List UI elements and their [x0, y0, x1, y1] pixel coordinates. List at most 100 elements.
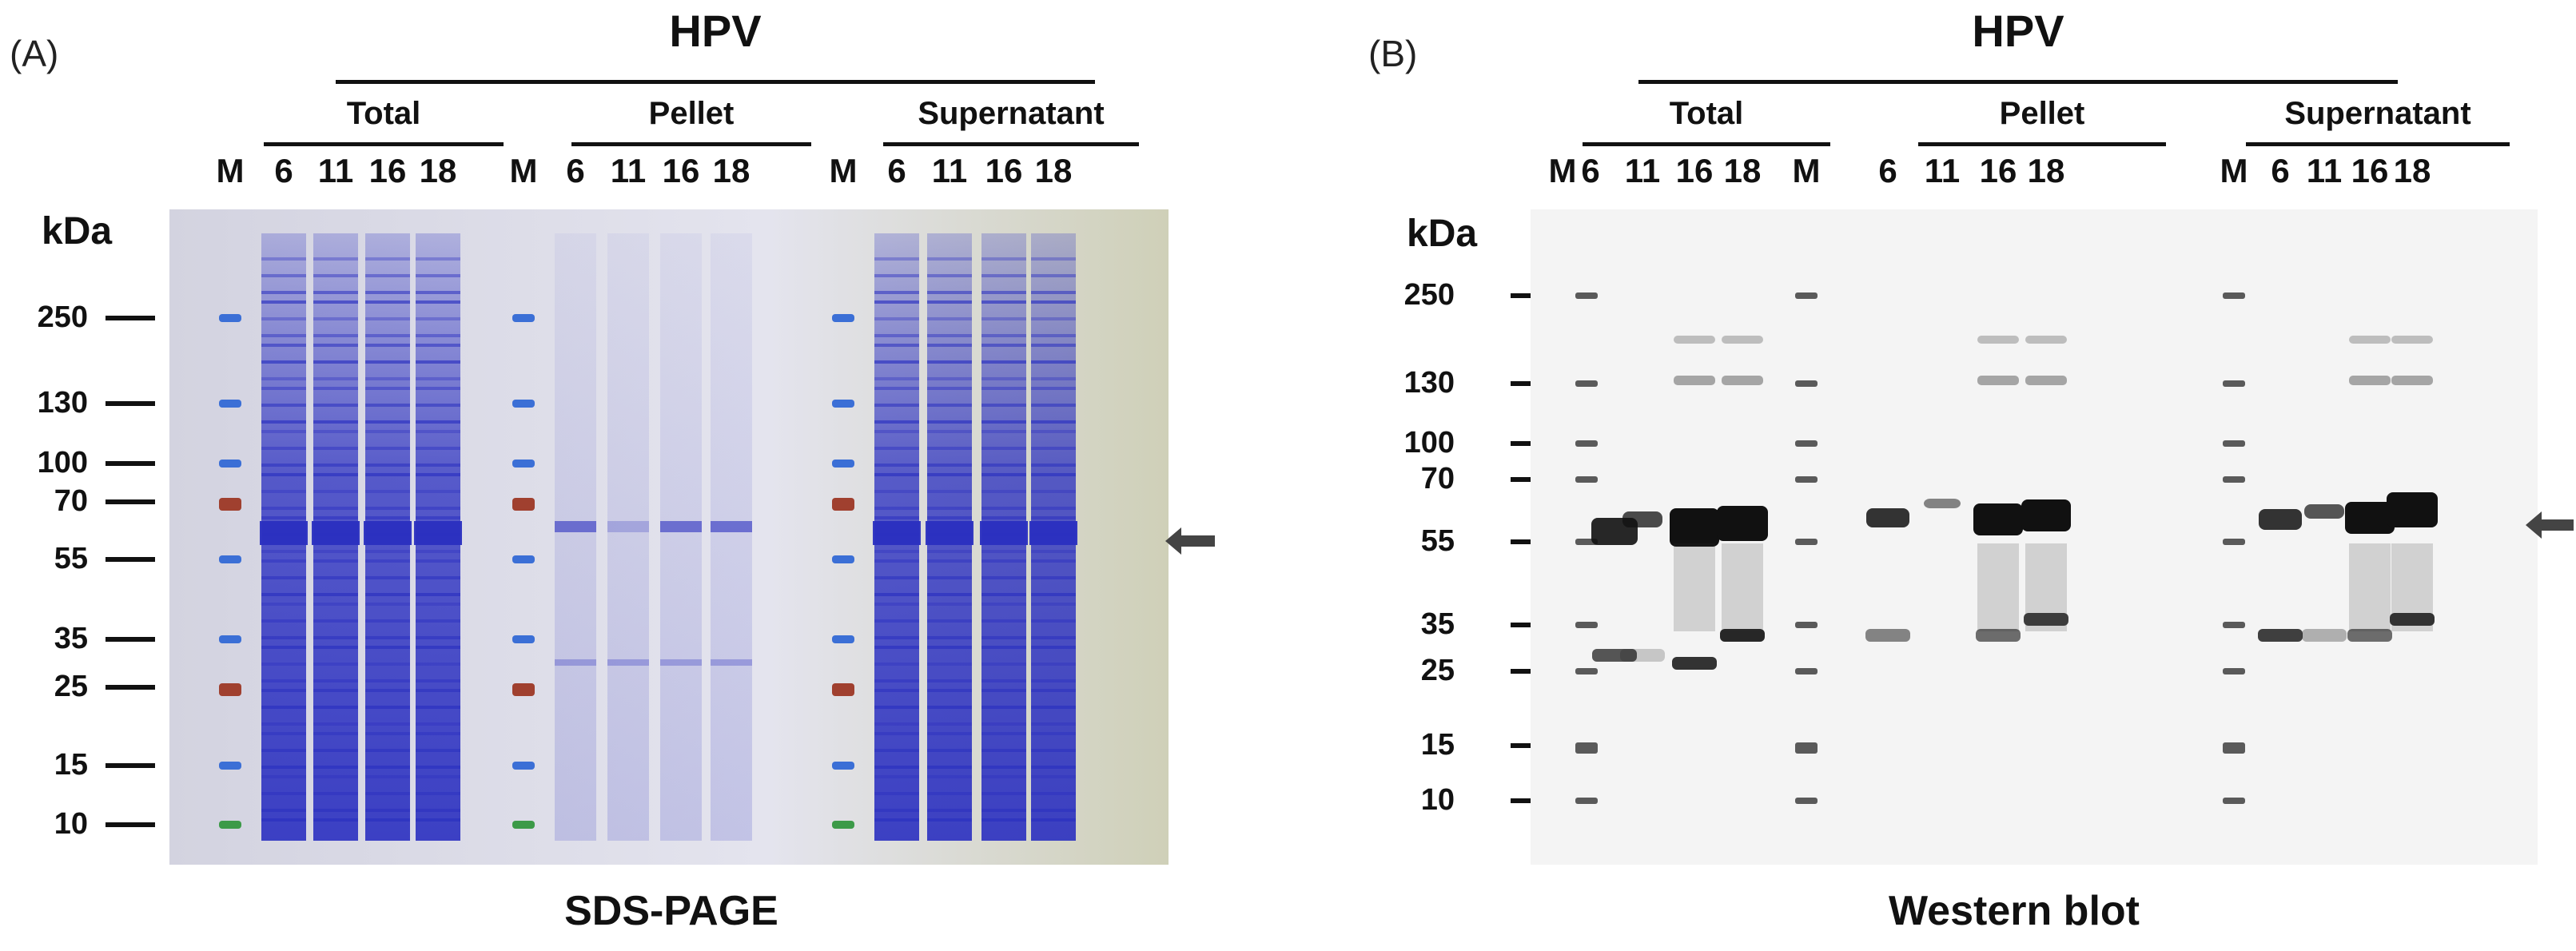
marker-band [1575, 440, 1598, 447]
high-mw-band [1674, 376, 1715, 385]
marker-weight-label: 25 [1420, 654, 1455, 687]
lane-label: 16 [985, 152, 1023, 189]
marker-band [1795, 798, 1818, 804]
marker-band [1575, 476, 1598, 483]
marker-band [512, 762, 535, 770]
marker-band [832, 498, 854, 511]
left-arrow-icon [2526, 511, 2574, 539]
lane-label: 18 [1723, 152, 1762, 189]
marker-band [512, 400, 535, 408]
marker-band [2223, 380, 2245, 387]
marker-weight-label: 100 [37, 446, 88, 479]
marker-tick [106, 763, 155, 768]
target-band [2259, 509, 2302, 530]
marker-band [1575, 668, 1598, 674]
protein-lane [607, 233, 649, 841]
target-band [555, 521, 596, 532]
lane-label: M [216, 152, 245, 189]
lane-label: 18 [712, 152, 751, 189]
marker-weight-label: 15 [54, 748, 88, 782]
group-pellet-a: Pellet [648, 96, 735, 131]
marker-band [219, 635, 241, 643]
marker-weight-label: 70 [1420, 462, 1455, 495]
marker-band [1795, 440, 1818, 447]
marker-band [219, 762, 241, 770]
marker-band [1795, 668, 1818, 674]
target-band [607, 521, 649, 532]
lane-label: M [509, 152, 538, 189]
lane-label: 11 [1624, 152, 1661, 189]
lane-label: 18 [2393, 152, 2431, 189]
target-band [414, 521, 462, 545]
degradation-band [2258, 629, 2303, 642]
marker-weight-label: 250 [37, 300, 88, 334]
degradation-band [2347, 629, 2392, 642]
target-band [1924, 499, 1961, 508]
marker-band [832, 314, 854, 322]
marker-band [1575, 292, 1598, 299]
caption-a: SDS-PAGE [564, 888, 778, 934]
rule-pellet-a [571, 142, 811, 146]
target-band [2345, 502, 2395, 534]
panel-letter-b: (B) [1368, 33, 1418, 74]
marker-band [219, 821, 241, 829]
marker-band [512, 821, 535, 829]
target-band [1622, 511, 1662, 527]
target-band [660, 521, 702, 532]
caption-b: Western blot [1889, 888, 2140, 934]
marker-band [219, 555, 241, 563]
target-band [873, 521, 921, 545]
group-supernatant-b: Supernatant [2284, 96, 2471, 131]
marker-band [1795, 380, 1818, 387]
target-band [2304, 504, 2344, 519]
marker-weight-label: 70 [54, 484, 88, 518]
marker-band [1795, 742, 1818, 754]
lane-label: 6 [2271, 152, 2290, 189]
marker-band [219, 314, 241, 322]
marker-band [832, 762, 854, 770]
marker-band [832, 821, 854, 829]
marker-band [2223, 292, 2245, 299]
degradation-band [2390, 613, 2435, 626]
marker-band [832, 400, 854, 408]
marker-band [219, 400, 241, 408]
marker-weight-label: 55 [1420, 524, 1455, 558]
protein-lane [711, 233, 752, 841]
left-arrow-icon [1165, 527, 1215, 555]
high-mw-band [2349, 376, 2391, 385]
marker-band [512, 683, 535, 696]
lane-label: M [829, 152, 858, 189]
target-band [364, 521, 412, 545]
target-band [1670, 508, 1719, 547]
target-band [1717, 506, 1768, 541]
lane-label: 11 [2306, 152, 2343, 189]
panel-sds-page: (A) HPV Total Pellet Supernatant M 6 11 16 1… [0, 0, 1215, 951]
lane-label: M [1548, 152, 1577, 189]
marker-weight-label: 35 [54, 622, 88, 655]
lane-label: M [1792, 152, 1821, 189]
kda-label-b: kDa [1407, 213, 1478, 255]
target-band [980, 521, 1028, 545]
marker-band [1575, 622, 1598, 628]
marker-band [1795, 476, 1818, 483]
group-total-b: Total [1669, 96, 1744, 131]
protein-lane [555, 233, 596, 841]
marker-band [2223, 440, 2245, 447]
rule-supernatant-a [883, 142, 1139, 146]
target-band [2021, 499, 2071, 531]
panel-western-blot: (B) HPV Total Pellet Supernatant M 6 11 16 1… [1359, 0, 2576, 951]
degradation-band [1592, 649, 1637, 662]
target-band [312, 521, 360, 545]
group-supernatant-a: Supernatant [918, 96, 1105, 131]
marker-band [512, 314, 535, 322]
marker-band [2223, 622, 2245, 628]
group-total-a: Total [346, 96, 421, 131]
marker-band [832, 635, 854, 643]
marker-weight-label: 35 [1420, 607, 1455, 641]
marker-weight-label: 100 [1403, 426, 1455, 460]
rule-pellet-b [1918, 142, 2166, 146]
lane-label: 16 [1979, 152, 2017, 189]
marker-band [1575, 798, 1598, 804]
marker-weight-label: 250 [1403, 278, 1455, 312]
sds-page-gel-image [169, 209, 1169, 865]
